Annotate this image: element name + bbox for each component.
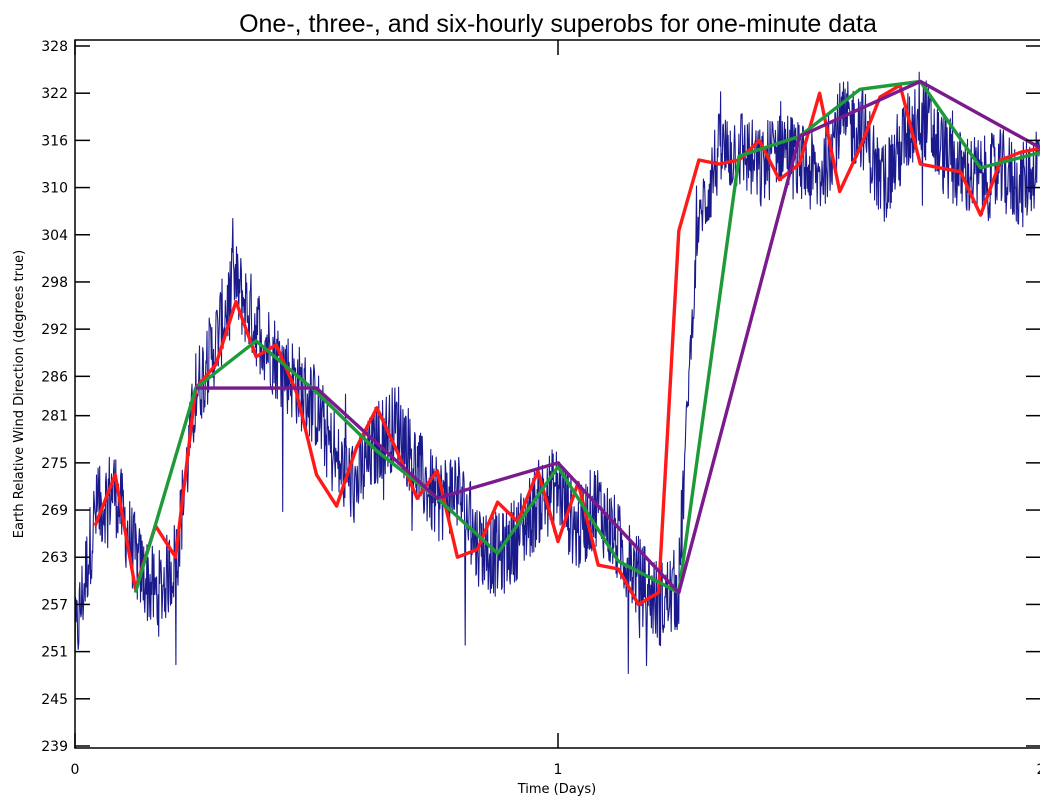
series-line-one-hourly <box>93 83 1040 607</box>
y-tick-label: 281 <box>41 409 68 425</box>
y-tick-label: 239 <box>41 739 68 755</box>
y-tick-label: 263 <box>41 550 68 566</box>
chart-title: One-, three-, and six-hourly superobs fo… <box>239 10 877 38</box>
plot-frame <box>74 39 1040 749</box>
y-axis-label: Earth Relative Wind Direction (degrees t… <box>12 250 27 539</box>
y-tick-label: 304 <box>41 228 68 244</box>
x-axis: 0 1 2 <box>71 40 1040 778</box>
y-tick-label: 251 <box>41 645 68 661</box>
series-line-six-hourly <box>195 79 1040 595</box>
x-axis-label: Time (Days) <box>517 782 597 797</box>
x-tick-label: 0 <box>71 762 80 778</box>
y-tick-label: 316 <box>41 133 68 149</box>
y-axis: 239 245 251 257 263 269 275 281 286 292 298 304 310 3… <box>41 39 1040 755</box>
series-layer <box>75 71 1040 675</box>
y-tick-label: 275 <box>41 456 68 472</box>
x-tick-label: 2 <box>1037 762 1040 778</box>
y-tick-label: 292 <box>41 322 68 338</box>
y-tick-label: 298 <box>41 275 68 291</box>
y-tick-label: 286 <box>41 369 68 385</box>
y-tick-label: 328 <box>41 39 68 55</box>
y-tick-label: 322 <box>41 86 68 102</box>
y-tick-label: 257 <box>41 597 68 613</box>
y-tick-label: 310 <box>41 181 68 197</box>
series-line-one-minute <box>75 71 1040 675</box>
y-tick-label: 269 <box>41 503 68 519</box>
x-tick-label: 1 <box>554 762 563 778</box>
series-line-three-hourly <box>133 79 1040 595</box>
y-tick-label: 245 <box>41 692 68 708</box>
